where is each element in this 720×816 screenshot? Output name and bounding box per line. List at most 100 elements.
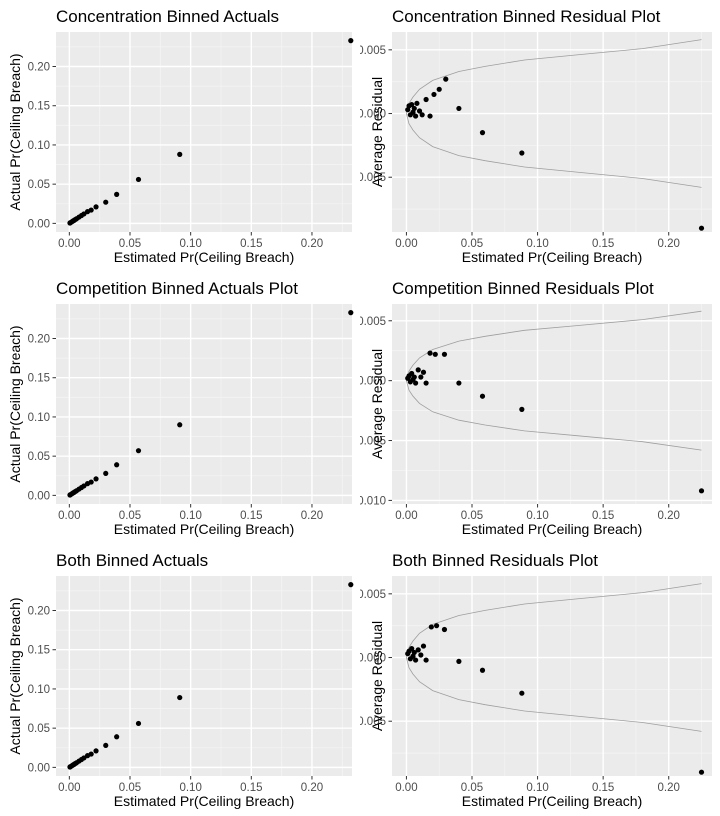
chart-panel-4: Competition Binned Residuals Plot 0.00 0.0… xyxy=(360,272,720,544)
upper-bound-line xyxy=(406,310,702,381)
data-point xyxy=(177,151,183,157)
y-tick-label: 0.10 xyxy=(28,140,50,152)
data-point xyxy=(415,647,421,653)
chart-title: Concentration Binned Residual Plot xyxy=(392,7,661,26)
x-axis-label: Estimated Pr(Ceiling Breach) xyxy=(114,793,295,809)
y-axis-label: Actual Pr(Ceiling Breach) xyxy=(7,53,23,210)
data-points xyxy=(405,350,705,494)
upper-bound-line xyxy=(406,583,702,658)
chart-svg: Competition Binned Residuals Plot 0.00 0.0… xyxy=(360,279,712,537)
x-tick-label: 0.10 xyxy=(179,782,201,794)
data-point xyxy=(698,225,705,231)
data-point xyxy=(423,657,429,663)
data-point xyxy=(103,470,109,477)
data-point xyxy=(103,199,109,205)
data-point xyxy=(348,310,354,316)
y-axis-label: Average Residual xyxy=(369,77,385,187)
x-axis-label: Estimated Pr(Ceiling Breach) xyxy=(462,793,643,809)
x-tick-label: 0.05 xyxy=(461,782,483,794)
chart-panel-6: Both Binned Residuals Plot 0.00 0.05 0.10 0.… xyxy=(360,544,720,816)
y-axis-label: Actual Pr(Ceiling Breach) xyxy=(7,597,23,754)
y-tick-label: 0.000 xyxy=(360,376,386,388)
y-tick-label: 0.00 xyxy=(28,762,50,774)
data-point xyxy=(88,479,94,485)
data-point xyxy=(409,102,415,108)
plot-background xyxy=(56,576,352,776)
y-tick-label: -0.005 xyxy=(360,436,386,448)
data-point xyxy=(456,105,462,112)
data-point xyxy=(479,130,486,136)
x-tick-label: 0.15 xyxy=(240,782,262,794)
data-point xyxy=(416,108,423,114)
y-tick-label: 0.000 xyxy=(360,109,386,121)
x-tick-label: 0.15 xyxy=(240,238,262,250)
data-point xyxy=(88,207,94,213)
chart-title: Competition Binned Actuals Plot xyxy=(56,279,298,298)
data-point xyxy=(423,96,429,103)
x-tick-label: 0.05 xyxy=(119,238,141,250)
chart-panel-2: Concentration Binned Residual Plot 0.00 0.… xyxy=(360,0,720,272)
data-point xyxy=(441,626,448,633)
data-point xyxy=(519,406,525,412)
data-point xyxy=(93,476,99,482)
x-tick-label: 0.15 xyxy=(592,782,614,794)
y-tick-label: -0.005 xyxy=(360,172,386,184)
chart-title: Both Binned Residuals Plot xyxy=(392,551,598,570)
data-point xyxy=(698,769,705,775)
gridlines xyxy=(392,576,712,776)
y-tick-label: 0.00 xyxy=(28,218,50,230)
data-point xyxy=(177,422,183,428)
data-point xyxy=(135,176,142,183)
lower-bound-line xyxy=(406,380,702,451)
y-tick-label: 0.005 xyxy=(360,316,386,328)
data-point xyxy=(698,488,705,494)
y-axis-label: Actual Pr(Ceiling Breach) xyxy=(7,325,23,482)
x-tick-label: 0.00 xyxy=(395,510,417,522)
x-tick-label: 0.10 xyxy=(526,238,548,250)
data-point xyxy=(114,191,120,197)
y-tick-label: 0.20 xyxy=(28,606,50,618)
x-tick-label: 0.05 xyxy=(461,510,483,522)
x-tick-label: 0.20 xyxy=(658,238,680,250)
chart-panel-5: Both Binned Actuals 0.00 0.05 0.10 0.15 0.20 0… xyxy=(0,544,360,816)
chart-svg: Competition Binned Actuals Plot 0.00 0.05 0… xyxy=(7,279,354,537)
y-axis-label: Average Residual xyxy=(369,349,385,459)
x-tick-label: 0.10 xyxy=(526,782,548,794)
data-point xyxy=(433,623,440,629)
plot-background xyxy=(56,304,352,504)
x-axis-label: Estimated Pr(Ceiling Breach) xyxy=(462,521,643,537)
chart-svg: Both Binned Residuals Plot 0.00 0.05 0.10 0.… xyxy=(360,551,712,809)
data-point xyxy=(519,150,525,156)
y-tick-label: 0.20 xyxy=(28,62,50,74)
y-tick-label: -0.005 xyxy=(360,716,386,728)
data-point xyxy=(411,649,417,656)
data-point xyxy=(456,658,462,664)
y-tick-label: 0.05 xyxy=(28,723,50,735)
data-point xyxy=(443,76,449,82)
data-point xyxy=(93,204,99,210)
data-point xyxy=(419,112,425,118)
x-tick-label: 0.20 xyxy=(658,510,680,522)
data-point xyxy=(413,380,419,386)
y-tick-label: 0.10 xyxy=(28,412,50,424)
y-tick-label: 0.20 xyxy=(28,334,50,346)
gridlines xyxy=(56,576,352,776)
data-point xyxy=(414,100,420,106)
chart-title: Concentration Binned Actuals xyxy=(56,7,279,26)
plot-background xyxy=(392,576,712,776)
x-tick-label: 0.00 xyxy=(395,782,417,794)
y-tick-label: 0.05 xyxy=(28,451,50,463)
x-tick-label: 0.15 xyxy=(592,238,614,250)
x-tick-label: 0.05 xyxy=(119,782,141,794)
y-tick-label: -0.010 xyxy=(360,495,386,507)
gridlines xyxy=(392,32,712,232)
y-tick-label: 0.15 xyxy=(28,645,50,657)
x-tick-label: 0.20 xyxy=(301,510,323,522)
data-point xyxy=(415,367,421,373)
data-points xyxy=(67,582,354,770)
x-tick-label: 0.10 xyxy=(179,510,201,522)
chart-panel-3: Competition Binned Actuals Plot 0.00 0.05 0… xyxy=(0,272,360,544)
data-point xyxy=(411,105,417,112)
data-point xyxy=(88,751,94,757)
